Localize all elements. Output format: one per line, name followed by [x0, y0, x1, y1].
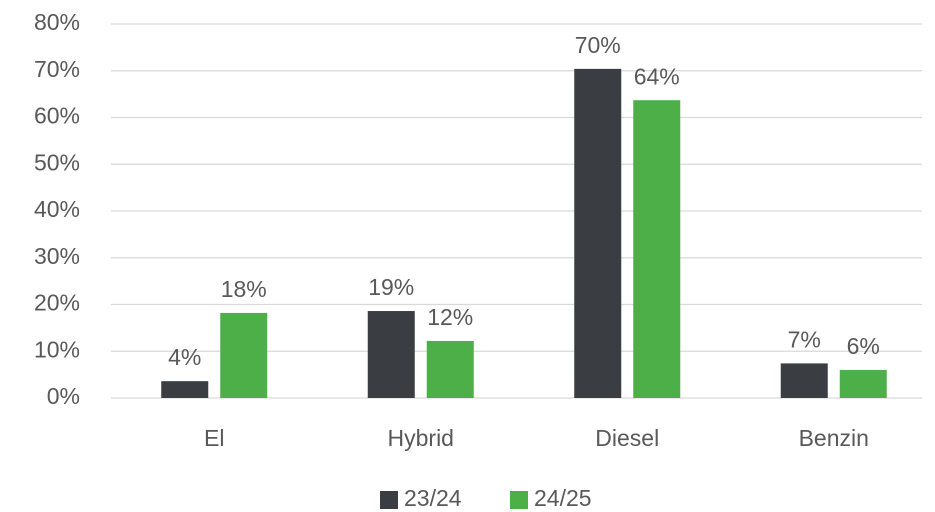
bar — [220, 312, 268, 398]
y-tick-label: 20% — [34, 290, 80, 316]
bar — [574, 68, 622, 398]
legend-label: 23/24 — [404, 485, 462, 511]
y-tick-label: 70% — [34, 56, 80, 82]
y-tick-label: 60% — [34, 103, 80, 129]
bar — [780, 363, 828, 398]
x-tick-label: Diesel — [595, 425, 659, 451]
y-tick-label: 30% — [34, 243, 80, 269]
y-tick-label: 80% — [34, 9, 80, 35]
bar — [426, 340, 474, 398]
bar — [161, 381, 209, 398]
bar — [367, 311, 415, 398]
data-label: 64% — [634, 63, 680, 89]
x-tick-label: Benzin — [799, 425, 869, 451]
bar — [839, 369, 887, 398]
y-tick-label: 0% — [47, 383, 80, 409]
data-label: 7% — [788, 326, 821, 352]
y-tick-label: 40% — [34, 196, 80, 222]
y-tick-label: 10% — [34, 336, 80, 362]
x-tick-label: Hybrid — [388, 425, 454, 451]
data-label: 70% — [575, 32, 621, 58]
legend-swatch — [380, 491, 398, 509]
data-label: 12% — [427, 304, 473, 330]
bar — [633, 100, 681, 398]
legend-label: 24/25 — [534, 485, 592, 511]
y-tick-label: 50% — [34, 149, 80, 175]
data-label: 19% — [368, 274, 414, 300]
x-tick-label: El — [204, 425, 224, 451]
data-label: 4% — [168, 344, 201, 370]
data-label: 18% — [221, 276, 267, 302]
data-label: 6% — [847, 333, 880, 359]
legend-swatch — [510, 491, 528, 509]
